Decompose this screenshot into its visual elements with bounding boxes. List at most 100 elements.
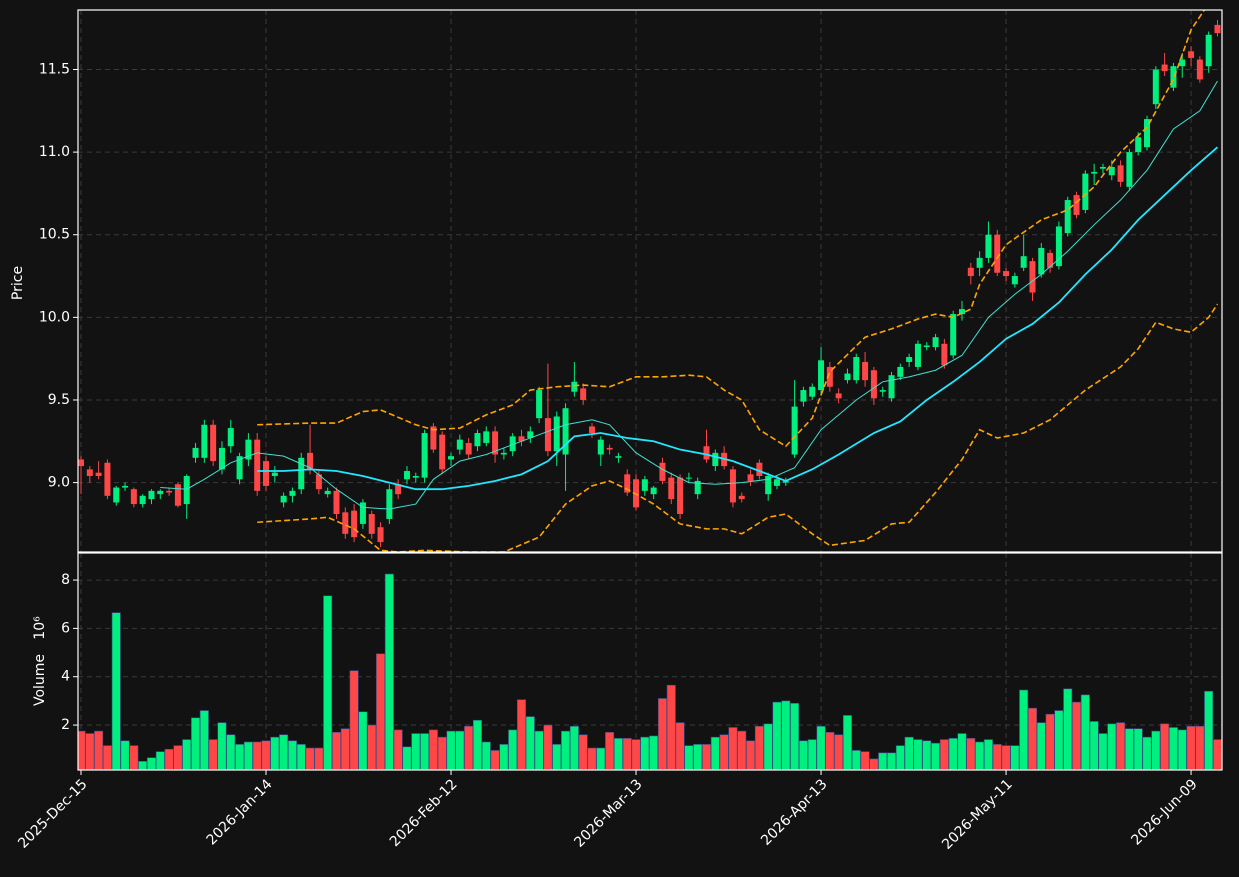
candle-body: [342, 512, 349, 534]
volume-bar: [975, 741, 985, 770]
candle-body: [315, 474, 322, 490]
candle-body: [78, 459, 84, 467]
volume-bar: [367, 724, 377, 770]
volume-bar: [1027, 707, 1037, 770]
volume-bar: [525, 716, 535, 770]
candle-body: [439, 434, 446, 470]
volume-bar: [217, 722, 227, 770]
volume-bar: [164, 748, 174, 770]
volume-bar: [1160, 723, 1170, 770]
candle-body: [544, 418, 551, 452]
candle-body: [245, 439, 252, 460]
volume-bar: [1098, 733, 1108, 770]
candle-body: [518, 436, 525, 442]
candle-body: [104, 462, 111, 496]
candle-body: [1126, 152, 1133, 187]
volume-bar: [754, 725, 764, 770]
volume-bar: [155, 751, 165, 770]
candle-body: [1038, 247, 1045, 275]
volume-bar: [173, 745, 183, 770]
volume-bar: [1054, 710, 1064, 770]
candle-body: [536, 390, 543, 419]
volume-bar: [807, 739, 817, 770]
candle-body: [624, 474, 631, 493]
candle-body: [668, 477, 675, 500]
moving-average: [257, 146, 1219, 491]
candle-body: [236, 456, 243, 480]
volume-bar: [138, 761, 148, 770]
volume-bar: [331, 732, 341, 770]
volume-bar: [869, 758, 879, 770]
candle-body: [580, 388, 587, 400]
candle-body: [113, 487, 120, 503]
volume-bar: [146, 757, 156, 770]
volume-bar: [913, 739, 923, 770]
candle-body: [395, 484, 402, 495]
volume-bar: [287, 740, 297, 770]
volume-bar: [931, 742, 941, 770]
volume-bar: [657, 698, 667, 770]
volume-bar: [199, 710, 209, 770]
moving-average: [160, 80, 1218, 510]
candle-body: [1099, 166, 1106, 169]
volume-bar: [666, 684, 676, 770]
candle-body: [791, 406, 798, 455]
volume-bar: [305, 747, 315, 770]
volume-bar: [340, 728, 350, 770]
y-tick-label: 2: [61, 717, 70, 733]
volume-bar: [710, 736, 720, 770]
volume-frame: [77, 552, 1223, 771]
y-tick-label: 11.0: [39, 144, 70, 160]
price-layer: [78, 10, 1221, 552]
candle-body: [914, 343, 921, 367]
candle-body: [844, 373, 851, 381]
candle-body: [448, 456, 455, 460]
candle-body: [1003, 271, 1010, 277]
volume-bar: [472, 719, 482, 770]
volume-bar: [569, 725, 579, 770]
candle-body: [192, 447, 199, 458]
volume-bar: [78, 730, 86, 770]
volume-bar: [1089, 721, 1099, 770]
volume-bar: [1186, 725, 1196, 770]
volume-bar: [446, 730, 456, 770]
volume-bar: [922, 740, 932, 770]
candle-body: [254, 439, 261, 491]
volume-bar: [702, 744, 712, 770]
candle-body: [1135, 137, 1142, 153]
candle-body: [879, 390, 886, 392]
candle-body: [122, 485, 129, 488]
volume-bar: [226, 734, 236, 770]
volume-bar: [719, 734, 729, 770]
candle-body: [263, 461, 270, 486]
candle-body: [271, 472, 278, 476]
volume-bar: [596, 747, 606, 770]
candle-body: [862, 361, 869, 381]
volume-bar: [252, 741, 262, 770]
volume-bar: [94, 730, 104, 770]
candle-body: [959, 309, 965, 315]
volume-bar: [887, 752, 897, 770]
candle-body: [1011, 276, 1018, 285]
volume-bar: [1133, 728, 1143, 770]
volume-bar: [534, 730, 544, 770]
y-tick-label: 10.0: [39, 309, 70, 325]
volume-bar: [878, 752, 888, 770]
candle-body: [201, 424, 208, 458]
volume-bar: [966, 738, 976, 770]
candle-body: [412, 475, 419, 478]
candle-body: [218, 447, 225, 470]
volume-bar: [296, 744, 306, 770]
volume-bar: [349, 670, 359, 770]
candle-body: [324, 490, 331, 495]
volume-bar: [102, 745, 112, 770]
candle-body: [967, 267, 974, 277]
volume-bar: [587, 747, 597, 770]
candle-body: [835, 393, 842, 399]
volume-bar: [129, 745, 139, 770]
candle-body: [1117, 165, 1124, 182]
volume-bar: [781, 700, 791, 770]
volume-axis-label: Volume: [32, 654, 48, 706]
